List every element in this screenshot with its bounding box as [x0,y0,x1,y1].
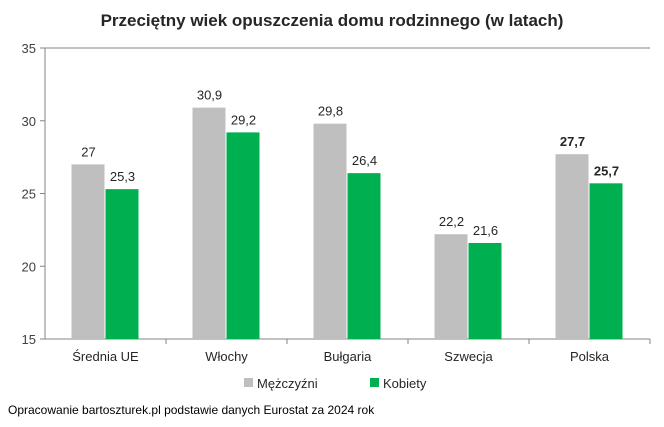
y-tick-label: 20 [22,259,36,274]
data-label: 25,7 [594,163,619,178]
y-tick-label: 15 [22,332,36,347]
bar-mezczyzni [192,107,226,339]
y-tick-label: 30 [22,114,36,129]
bar-kobiety [226,132,260,339]
data-label: 22,2 [439,214,464,229]
data-label: 29,8 [318,104,343,119]
y-tick-label: 25 [22,187,36,202]
x-tick-label: Bułgaria [324,349,372,364]
x-tick-label: Szwecja [444,349,493,364]
data-label: 30,9 [197,88,222,103]
x-tick-label: Włochy [205,349,248,364]
data-label: 27,7 [560,134,585,149]
legend-label: Mężczyźni [257,376,318,391]
data-label: 27 [81,144,95,159]
legend-label: Kobiety [383,376,427,391]
x-tick-label: Polska [570,349,610,364]
data-label: 26,4 [352,153,377,168]
y-tick-label: 35 [22,41,36,56]
data-label: 29,2 [231,112,256,127]
legend-swatch [244,378,253,387]
bar-kobiety [347,173,381,339]
footer-source: Opracowanie bartoszturek.pl podstawie da… [8,403,375,417]
bar-kobiety [468,242,502,339]
chart-title: Przeciętny wiek opuszczenia domu rodzinn… [101,11,564,30]
x-tick-label: Średnia UE [72,349,139,364]
bar-mezczyzni [555,154,589,339]
data-label: 25,3 [110,169,135,184]
bar-mezczyzni [71,164,105,339]
legend-swatch [370,378,379,387]
data-label: 21,6 [473,223,498,238]
bar-mezczyzni [434,234,468,339]
bar-mezczyzni [313,123,347,339]
bar-kobiety [589,183,623,339]
bar-kobiety [105,189,139,339]
